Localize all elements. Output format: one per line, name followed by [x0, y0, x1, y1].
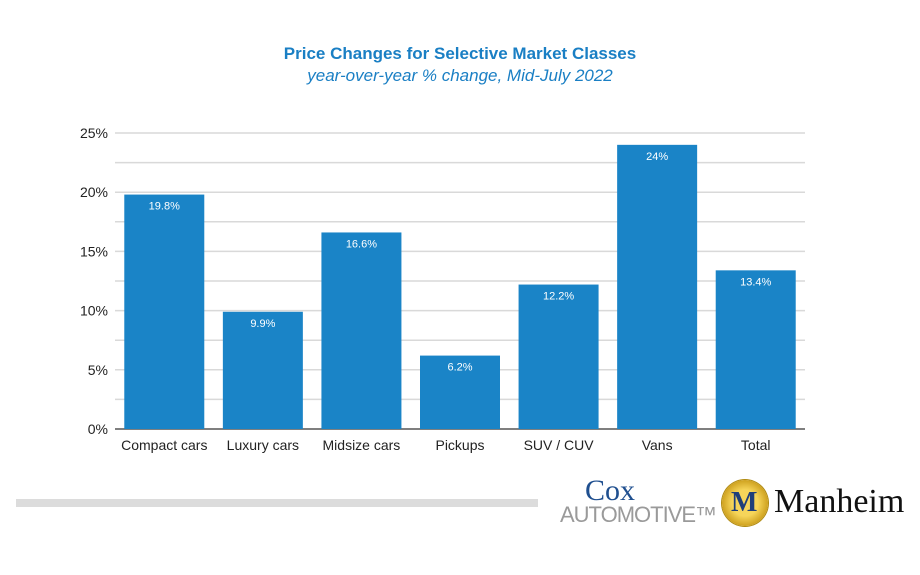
y-tick-label: 0% [88, 421, 108, 437]
cox-logo-text: Cox [585, 474, 636, 507]
data-label: 9.9% [250, 318, 275, 330]
data-label: 13.4% [740, 276, 771, 288]
bar-total [715, 270, 796, 429]
x-tick-label: Pickups [435, 437, 484, 453]
bar-vans [617, 144, 698, 429]
x-tick-label: Total [741, 437, 771, 453]
x-tick-label: Midsize cars [323, 437, 401, 453]
cox-automotive-logo: Cox AUTOMOTIVE™ [560, 474, 717, 534]
y-tick-label: 20% [80, 184, 108, 200]
y-tick-label: 15% [80, 243, 108, 259]
bar-suv-cuv [518, 284, 599, 429]
y-tick-label: 25% [80, 125, 108, 141]
y-tick-label: 5% [88, 362, 108, 378]
y-tick-label: 10% [80, 303, 108, 319]
divider-bar [16, 499, 538, 507]
data-label: 16.6% [346, 238, 377, 250]
bar-midsize-cars [321, 232, 402, 429]
x-tick-label: Vans [642, 437, 673, 453]
manheim-medal-icon: M [722, 480, 768, 526]
data-label: 12.2% [543, 291, 574, 303]
bar-compact-cars [124, 194, 205, 429]
data-label: 6.2% [447, 362, 472, 374]
bar-pickups [420, 355, 500, 429]
data-label: 19.8% [149, 201, 180, 213]
manheim-logo: M Manheim [722, 478, 912, 530]
x-tick-label: Luxury cars [227, 437, 299, 453]
automotive-logo-text: AUTOMOTIVE™ [560, 502, 717, 527]
chart-subtitle: year-over-year % change, Mid-July 2022 [307, 66, 613, 85]
bar-luxury-cars [222, 311, 303, 429]
manheim-logo-text: Manheim [774, 483, 905, 520]
chart-title: Price Changes for Selective Market Class… [283, 44, 637, 63]
x-tick-label: SUV / CUV [524, 437, 595, 453]
data-label: 24% [646, 151, 668, 163]
x-tick-label: Compact cars [121, 437, 207, 453]
